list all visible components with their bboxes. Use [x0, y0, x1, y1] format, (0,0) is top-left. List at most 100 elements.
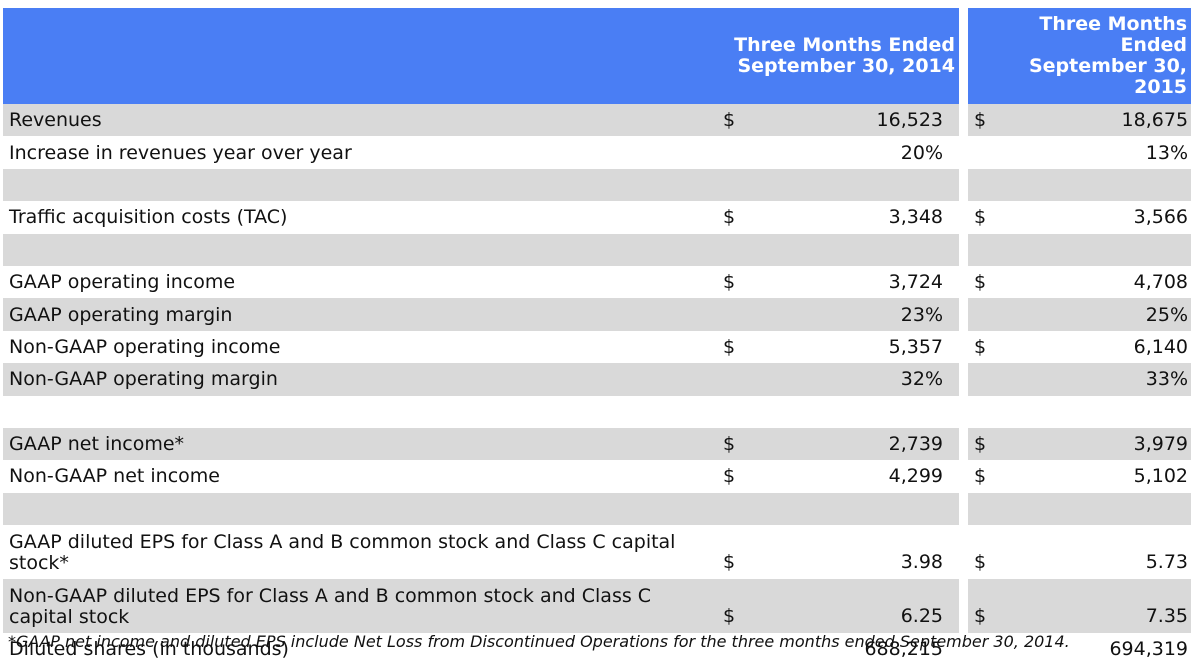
row-label: GAAP operating margin [3, 298, 717, 331]
currency-2014 [717, 136, 735, 169]
column-gap [959, 233, 969, 266]
value-2015 [986, 168, 1192, 202]
column-gap [959, 330, 969, 364]
table-row: Non-GAAP net income $4,299 $5,102 [3, 460, 1192, 493]
value-2015 [986, 492, 1192, 526]
header-2014-line2: September 30, 2014 [737, 55, 956, 77]
currency-2014: $ [717, 579, 735, 634]
column-gap [959, 492, 969, 526]
column-gap [959, 363, 969, 396]
currency-2015: $ [968, 460, 986, 493]
column-gap [959, 460, 969, 493]
value-2014: 20% [735, 136, 960, 169]
row-label: Non-GAAP operating margin [3, 363, 717, 396]
table-row: Increase in revenues year over year 20% 13… [3, 136, 1192, 169]
table-row: GAAP operating margin 23% 25% [3, 298, 1192, 331]
currency-2014 [717, 233, 735, 266]
currency-2014: $ [717, 330, 735, 364]
currency-2014: $ [717, 427, 735, 461]
header-2015-line1: Three Months Ended [1039, 13, 1188, 56]
value-2014 [735, 395, 960, 428]
currency-2015 [968, 298, 987, 331]
table-row: GAAP operating income $3,724 $4,708 [3, 265, 1192, 299]
value-2015: 5,102 [986, 460, 1192, 493]
value-2014 [735, 233, 960, 266]
currency-2014: $ [717, 201, 735, 234]
row-label [3, 492, 717, 526]
column-gap [959, 201, 969, 234]
value-2015 [986, 395, 1192, 428]
currency-2015: $ [968, 330, 986, 364]
value-2014 [735, 168, 960, 202]
value-2014: 16,523 [735, 104, 960, 137]
currency-2014: $ [717, 525, 735, 580]
value-2015: 13% [986, 136, 1192, 169]
value-2014: 3,724 [735, 265, 960, 299]
header-row: Three Months Ended September 30, 2014 Th… [3, 8, 1192, 104]
value-2014: 32% [735, 363, 960, 396]
value-2014: 23% [735, 298, 960, 331]
value-2015: 6,140 [986, 330, 1192, 364]
column-gap [959, 427, 969, 461]
currency-2015 [968, 136, 987, 169]
value-2014: 3.98 [735, 525, 960, 580]
table-row: Traffic acquisition costs (TAC) $3,348 $3,… [3, 201, 1192, 234]
column-gap [959, 104, 969, 137]
currency-2015 [968, 492, 987, 526]
table-row: Non-GAAP operating margin 32% 33% [3, 363, 1192, 396]
row-label: Increase in revenues year over year [3, 136, 717, 169]
currency-2015: $ [968, 579, 986, 634]
value-2015: 33% [986, 363, 1192, 396]
row-label [3, 168, 717, 202]
value-2014: 688,215 [735, 633, 960, 665]
currency-2014 [717, 168, 735, 202]
header-2014: Three Months Ended September 30, 2014 [717, 8, 960, 104]
table-row: GAAP diluted EPS for Class A and B commo… [3, 525, 1192, 580]
footnote: *GAAP net income and diluted EPS include… [8, 632, 1070, 651]
column-gap [959, 168, 969, 202]
currency-2014 [717, 395, 735, 428]
currency-2015 [968, 233, 987, 266]
row-label: Non-GAAP net income [3, 460, 717, 493]
header-2015-line2: September 30, 2015 [1028, 55, 1188, 98]
currency-2014 [717, 363, 735, 396]
value-2015: 7.35 [986, 579, 1192, 634]
value-2015 [986, 233, 1192, 266]
currency-2015 [968, 395, 987, 428]
column-gap [959, 298, 969, 331]
row-label: GAAP diluted EPS for Class A and B commo… [3, 525, 717, 580]
currency-2015 [968, 168, 987, 202]
currency-2015: $ [968, 525, 986, 580]
currency-2014: $ [717, 460, 735, 493]
financial-summary-table: Three Months Ended September 30, 2014 Th… [3, 8, 1192, 665]
value-2014: 2,739 [735, 427, 960, 461]
value-2014: 3,348 [735, 201, 960, 234]
currency-2014: $ [717, 104, 735, 137]
currency-2015: $ [968, 201, 986, 234]
currency-2015: $ [968, 427, 986, 461]
table-row [3, 168, 1192, 202]
row-label: Non-GAAP diluted EPS for Class A and B c… [3, 579, 717, 634]
table-row [3, 492, 1192, 526]
row-label: Revenues [3, 104, 717, 137]
currency-2014 [717, 492, 735, 526]
row-label: Traffic acquisition costs (TAC) [3, 201, 717, 234]
value-2015: 3,979 [986, 427, 1192, 461]
header-gap [959, 8, 969, 104]
value-2014 [735, 492, 960, 526]
column-gap [959, 136, 969, 169]
value-2015: 3,566 [986, 201, 1192, 234]
table-row: Revenues $16,523 $18,675 [3, 104, 1192, 137]
header-label-cell [3, 8, 717, 104]
currency-2015: $ [968, 265, 986, 299]
row-label [3, 395, 717, 428]
table-row: Non-GAAP diluted EPS for Class A and B c… [3, 579, 1192, 634]
value-2015: 25% [986, 298, 1192, 331]
currency-2015 [968, 363, 987, 396]
row-label: GAAP net income* [3, 427, 717, 461]
column-gap [959, 265, 969, 299]
value-2014: 4,299 [735, 460, 960, 493]
currency-2015 [968, 633, 987, 665]
column-gap [959, 579, 969, 634]
table-row [3, 395, 1192, 428]
